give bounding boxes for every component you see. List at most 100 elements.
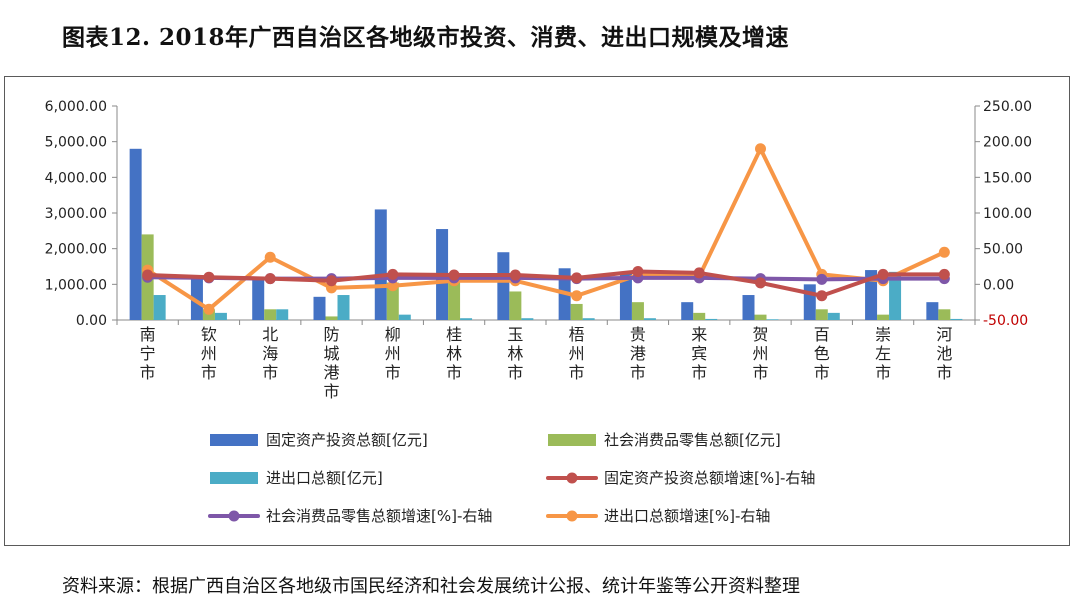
legend: 固定资产投资总额[亿元] 社会消费品零售总额[亿元] 进出口总额[亿元] 固定资产投资… xyxy=(208,431,815,525)
category-label: 河池市 xyxy=(936,325,952,382)
point-investment_growth xyxy=(938,268,950,280)
line-investment_growth xyxy=(145,269,947,298)
left-tick-label: 6,000.00 xyxy=(45,99,107,115)
right-tick-label: -50.00 xyxy=(983,313,1028,329)
left-tick-label: 3,000.00 xyxy=(45,206,107,222)
category-label: 梧州市 xyxy=(569,325,585,382)
legend-label: 社会消费品零售总额[亿元] xyxy=(604,431,781,449)
bar-consumption xyxy=(877,314,890,320)
bar-trade xyxy=(214,312,227,320)
bar-trade xyxy=(153,295,166,320)
bar-consumption xyxy=(693,312,706,320)
legend-marker-consumption_growth xyxy=(228,510,240,522)
point-trade_growth xyxy=(264,251,276,263)
bar-investment xyxy=(803,284,816,320)
legend-label: 进出口总额[亿元] xyxy=(266,469,383,487)
bar-investment xyxy=(252,277,265,320)
right-tick-label: 50.00 xyxy=(983,242,1023,258)
axes: 0.00 1,000.00 2,000.00 3,000.00 4,000.00 5,00… xyxy=(45,99,1032,329)
bar-investment xyxy=(313,296,326,320)
bar-consumption xyxy=(264,309,277,320)
bar-trade xyxy=(398,314,411,320)
point-investment_growth xyxy=(816,290,828,302)
category-label: 钦州市 xyxy=(201,325,217,382)
bar-trade xyxy=(705,318,718,320)
category-label: 防城港市 xyxy=(323,325,339,401)
point-investment_growth xyxy=(755,277,766,289)
bar-trade xyxy=(827,312,840,320)
chart-frame: 0.00 1,000.00 2,000.00 3,000.00 4,000.00 5,00… xyxy=(4,76,1070,546)
point-investment_growth xyxy=(203,271,215,283)
point-investment_growth xyxy=(632,265,644,277)
category-label: 来宾市 xyxy=(691,325,707,382)
legend-swatch-consumption xyxy=(548,434,596,446)
bar-trade xyxy=(950,318,963,320)
legend-label: 固定资产投资总额[亿元] xyxy=(266,431,428,449)
bar-investment xyxy=(681,302,694,320)
bar-consumption xyxy=(754,314,767,320)
bar-trade xyxy=(521,318,534,320)
source-note: 资料来源：根据广西自治区各地级市国民经济和社会发展统计公报、统计年鉴等公开资料整… xyxy=(62,576,800,597)
bar-consumption xyxy=(815,309,828,320)
bar-trade xyxy=(276,309,289,320)
right-tick-label: 0.00 xyxy=(983,277,1014,293)
bar-investment xyxy=(619,273,632,320)
bar-investment xyxy=(742,295,755,320)
legend-label: 进出口总额增速[%]-右轴 xyxy=(604,507,770,525)
bar-investment xyxy=(497,252,510,320)
legend-swatch-trade xyxy=(210,472,258,484)
left-tick-label: 0.00 xyxy=(76,313,107,329)
bar-consumption xyxy=(448,282,461,320)
bar-trade xyxy=(889,271,902,320)
right-tick-label: 250.00 xyxy=(983,99,1032,115)
bar-consumption xyxy=(509,291,522,320)
point-investment_growth xyxy=(448,269,460,281)
bar-consumption xyxy=(386,282,399,320)
category-label: 桂林市 xyxy=(446,325,462,382)
point-investment_growth xyxy=(509,269,521,281)
bar-consumption xyxy=(938,309,951,320)
bar-trade xyxy=(643,318,656,320)
left-tick-label: 1,000.00 xyxy=(45,277,107,293)
right-tick-label: 150.00 xyxy=(983,170,1032,186)
figure-title: 图表12. 2018年广西自治区各地级市投资、消费、进出口规模及增速 xyxy=(62,24,790,51)
bar-investment xyxy=(926,302,939,320)
right-tick-label: 200.00 xyxy=(983,135,1032,151)
bar-consumption xyxy=(631,302,644,320)
right-tick-label: 100.00 xyxy=(983,206,1032,222)
category-label: 崇左市 xyxy=(875,325,891,382)
bar-investment xyxy=(374,209,387,320)
category-label: 贺州市 xyxy=(752,325,768,382)
bar-trade xyxy=(460,318,473,320)
bar-investment xyxy=(129,148,142,320)
bar-consumption xyxy=(570,303,583,320)
point-investment_growth xyxy=(326,275,337,287)
left-tick-label: 4,000.00 xyxy=(45,170,107,186)
line-trade_growth xyxy=(145,146,947,312)
chart: 0.00 1,000.00 2,000.00 3,000.00 4,000.00 5,00… xyxy=(45,99,1032,525)
point-trade_growth xyxy=(387,280,399,292)
left-tick-label: 5,000.00 xyxy=(45,135,107,151)
legend-label: 社会消费品零售总额增速[%]-右轴 xyxy=(266,507,492,525)
category-label: 北海市 xyxy=(262,325,278,382)
left-tick-label: 2,000.00 xyxy=(45,242,107,258)
point-trade_growth xyxy=(755,143,766,155)
point-investment_growth xyxy=(571,272,583,284)
point-trade_growth xyxy=(203,303,215,315)
point-investment_growth xyxy=(142,269,154,281)
bar-marks xyxy=(129,148,963,320)
bar-investment xyxy=(865,270,878,320)
legend-marker-trade_growth xyxy=(566,510,578,522)
point-investment_growth xyxy=(693,267,705,279)
bar-trade xyxy=(337,295,350,320)
legend-swatch-investment xyxy=(210,434,258,446)
point-investment_growth xyxy=(387,268,399,280)
legend-label: 固定资产投资总额增速[%]-右轴 xyxy=(604,469,815,487)
point-trade_growth xyxy=(571,290,583,302)
category-label: 玉林市 xyxy=(507,325,523,382)
bar-investment xyxy=(190,277,203,320)
category-label: 贵港市 xyxy=(630,325,646,382)
point-investment_growth xyxy=(264,273,276,285)
category-label: 百色市 xyxy=(814,325,830,382)
point-investment_growth xyxy=(877,268,889,280)
